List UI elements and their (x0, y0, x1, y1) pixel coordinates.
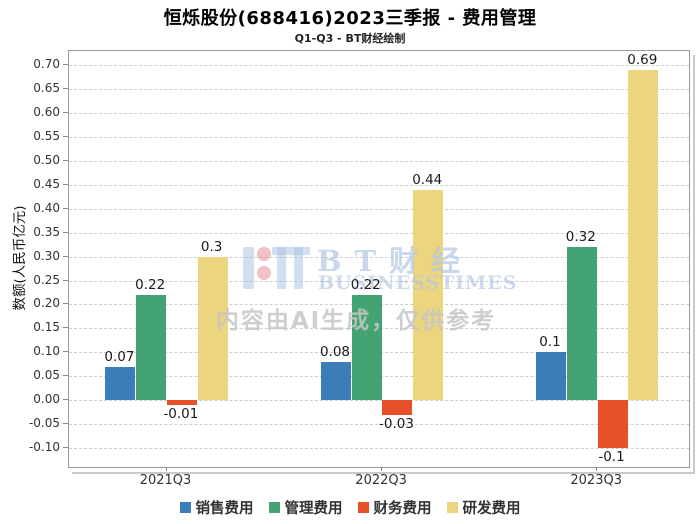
chart-title: 恒烁股份(688416)2023三季报 - 费用管理 (163, 8, 537, 29)
y-tick-mark (63, 327, 68, 329)
bar-value-label: -0.1 (598, 449, 625, 466)
gridline (69, 208, 689, 210)
legend-label: 财务费用 (373, 501, 432, 517)
x-tick-mark (165, 467, 167, 471)
y-tick-mark (63, 231, 68, 233)
bar-value-label: 0.08 (319, 343, 350, 360)
bar-value-label: 0.69 (627, 51, 658, 68)
gridline (69, 424, 689, 426)
gridline (69, 112, 689, 114)
bar-value-label: 0.07 (104, 348, 135, 365)
y-tick-mark (63, 375, 68, 377)
bar-value-label: -0.01 (163, 406, 199, 422)
x-tick-label-2021Q3: 2021Q3 (139, 473, 192, 488)
y-tick-mark (63, 423, 68, 425)
y-tick-mark (63, 255, 68, 257)
y-tick-label: 0.60 (33, 104, 60, 119)
legend-swatch-icon (357, 502, 369, 513)
y-tick-mark (63, 207, 68, 209)
bar-value-label: -0.03 (379, 415, 414, 432)
bar-管理费用-2023Q3 (566, 247, 597, 401)
y-tick-mark (63, 399, 68, 401)
y-tick-label: 0.40 (33, 200, 60, 215)
bar-value-label: 0.22 (135, 276, 166, 293)
bar-研发费用-2023Q3 (628, 69, 659, 401)
gridline (69, 280, 689, 282)
bar-管理费用-2022Q3 (351, 294, 382, 401)
y-tick-label: 0.70 (33, 57, 60, 72)
x-tick-mark (596, 467, 598, 471)
y-tick-mark (63, 279, 68, 281)
y-tick-mark (63, 111, 68, 113)
y-tick-label: 0.50 (33, 152, 60, 167)
gridline (69, 160, 689, 162)
y-tick-label: 0.45 (33, 176, 60, 191)
gridline (69, 136, 689, 138)
y-tick-mark (63, 351, 68, 353)
bar-value-label: 0.3 (200, 238, 223, 255)
legend: 销售费用 管理费用 财务费用 研发费用 (0, 497, 700, 518)
chart-subtitle: Q1-Q3 - BT财经绘制 (294, 32, 406, 45)
y-tick-label: 0.10 (33, 344, 60, 359)
gridline (69, 232, 689, 234)
gridline (69, 400, 689, 402)
legend-item-财务费用: 财务费用 (357, 497, 432, 518)
y-tick-mark (63, 183, 68, 185)
legend-item-管理费用: 管理费用 (268, 497, 343, 518)
y-tick-label: 0.35 (33, 224, 60, 239)
y-tick-mark (63, 159, 68, 161)
bar-销售费用-2022Q3 (320, 361, 351, 401)
bar-value-label: 0.22 (350, 276, 381, 293)
x-tick-mark (381, 467, 383, 471)
legend-label: 研发费用 (462, 501, 521, 517)
y-tick-label: -0.10 (28, 440, 60, 455)
plot-frame-shadow (72, 55, 695, 474)
x-tick-label-2022Q3: 2022Q3 (355, 473, 407, 488)
x-tick-label-2023Q3: 2023Q3 (570, 473, 622, 488)
gridline (69, 89, 689, 91)
y-tick-mark (63, 303, 68, 305)
y-tick-mark (63, 88, 68, 90)
legend-item-销售费用: 销售费用 (179, 497, 254, 518)
y-tick-label: 0.30 (33, 248, 60, 263)
y-tick-label: 0.65 (33, 81, 60, 96)
bar-value-label: 0.1 (539, 334, 561, 351)
bar-销售费用-2023Q3 (536, 352, 567, 401)
y-tick-mark (63, 64, 68, 66)
y-tick-mark (63, 447, 68, 449)
plot-area (68, 50, 690, 468)
y-tick-label: -0.05 (28, 416, 60, 431)
bar-财务费用-2023Q3 (597, 400, 628, 449)
legend-swatch-icon (179, 502, 191, 513)
y-tick-label: 0.25 (33, 272, 60, 287)
legend-swatch-icon (268, 502, 280, 513)
bar-财务费用-2021Q3 (166, 400, 197, 405)
bar-value-label: 0.44 (412, 171, 443, 188)
y-tick-label: 0.00 (33, 392, 60, 407)
bar-财务费用-2022Q3 (382, 400, 413, 415)
bar-value-label: 0.32 (565, 229, 596, 246)
y-tick-label: 0.55 (33, 128, 60, 143)
bar-研发费用-2022Q3 (413, 189, 444, 401)
bar-研发费用-2021Q3 (197, 256, 228, 401)
y-tick-label: 0.15 (33, 320, 60, 335)
y-tick-mark (63, 135, 68, 137)
legend-item-研发费用: 研发费用 (446, 497, 521, 518)
gridline (69, 184, 689, 186)
gridline (69, 448, 689, 450)
y-tick-label: 0.05 (33, 368, 60, 383)
legend-label: 管理费用 (284, 501, 343, 517)
bar-销售费用-2021Q3 (105, 366, 136, 401)
bar-管理费用-2021Q3 (136, 294, 167, 401)
gridline (69, 256, 689, 258)
gridline (69, 65, 689, 67)
y-tick-label: 0.20 (33, 296, 60, 311)
legend-swatch-icon (446, 502, 458, 513)
legend-label: 销售费用 (195, 501, 254, 517)
